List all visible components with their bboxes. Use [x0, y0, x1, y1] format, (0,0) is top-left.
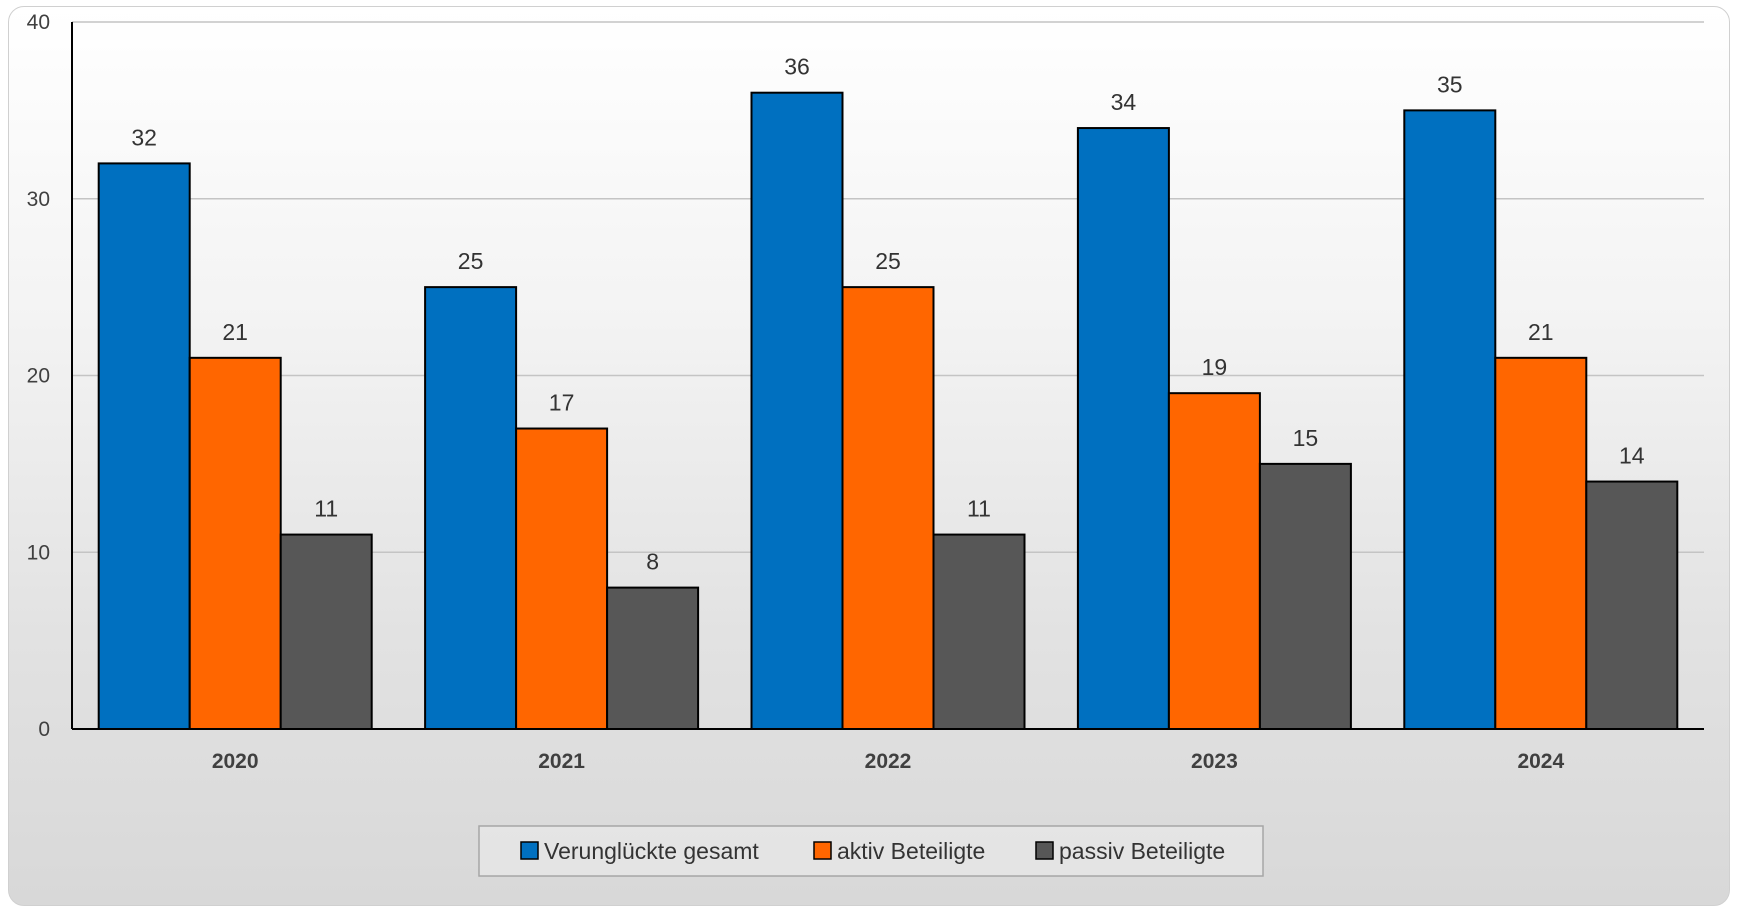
bar: [841, 286, 935, 730]
y-tick-label: 20: [27, 365, 50, 388]
bar: [1403, 109, 1497, 730]
bar: [606, 586, 700, 730]
data-label: 34: [1111, 89, 1137, 115]
legend-label: aktiv Beteiligte: [837, 838, 985, 864]
x-category-label: 2020: [212, 750, 259, 773]
bar: [1167, 392, 1261, 730]
bar: [1076, 127, 1170, 731]
legend-swatch: [520, 841, 539, 860]
legend-swatch: [813, 841, 832, 860]
data-label: 36: [784, 54, 810, 80]
bar: [188, 356, 282, 730]
data-label: 25: [458, 248, 484, 274]
data-label: 25: [875, 248, 901, 274]
data-label: 8: [646, 549, 659, 575]
y-tick-label: 40: [27, 11, 50, 34]
y-axis-ticks: 0 10 20 30 40: [27, 11, 50, 741]
axes: [71, 22, 1704, 730]
data-label: 14: [1619, 443, 1645, 469]
legend: Verunglückte gesamt aktiv Beteiligte passi…: [478, 825, 1264, 877]
y-tick-label: 30: [27, 188, 50, 211]
data-label: 21: [222, 319, 248, 345]
data-labels: 32 21 11 25 17 8 36 25 11 34 19 15 35 21 14: [131, 54, 1644, 575]
bar: [424, 286, 518, 730]
bars: [97, 91, 1679, 731]
data-label: 15: [1293, 425, 1319, 451]
data-label: 32: [131, 124, 157, 150]
data-label: 17: [549, 390, 575, 416]
data-label: 35: [1437, 71, 1463, 97]
x-category-label: 2021: [538, 750, 585, 773]
bar: [1258, 462, 1352, 730]
bar: [97, 162, 191, 730]
legend-label: Verunglückte gesamt: [544, 838, 759, 864]
data-label: 11: [314, 496, 338, 522]
x-axis-categories: 2020 2021 2022 2023 2024: [212, 750, 1565, 773]
x-category-label: 2023: [1191, 750, 1238, 773]
y-tick-label: 10: [27, 541, 50, 564]
legend-label: passiv Beteiligte: [1059, 838, 1225, 864]
data-label: 19: [1202, 354, 1228, 380]
legend-box: [478, 825, 1264, 877]
bar: [1585, 480, 1679, 730]
bar: [515, 427, 609, 730]
x-category-label: 2022: [865, 750, 912, 773]
bar: [750, 91, 844, 730]
legend-swatch: [1035, 841, 1054, 860]
bar: [279, 533, 373, 731]
data-label: 21: [1528, 319, 1554, 345]
x-category-label: 2024: [1517, 750, 1564, 773]
bar: [1494, 356, 1588, 730]
y-tick-label: 0: [38, 718, 50, 741]
data-label: 11: [967, 496, 991, 522]
bar: [932, 533, 1026, 731]
